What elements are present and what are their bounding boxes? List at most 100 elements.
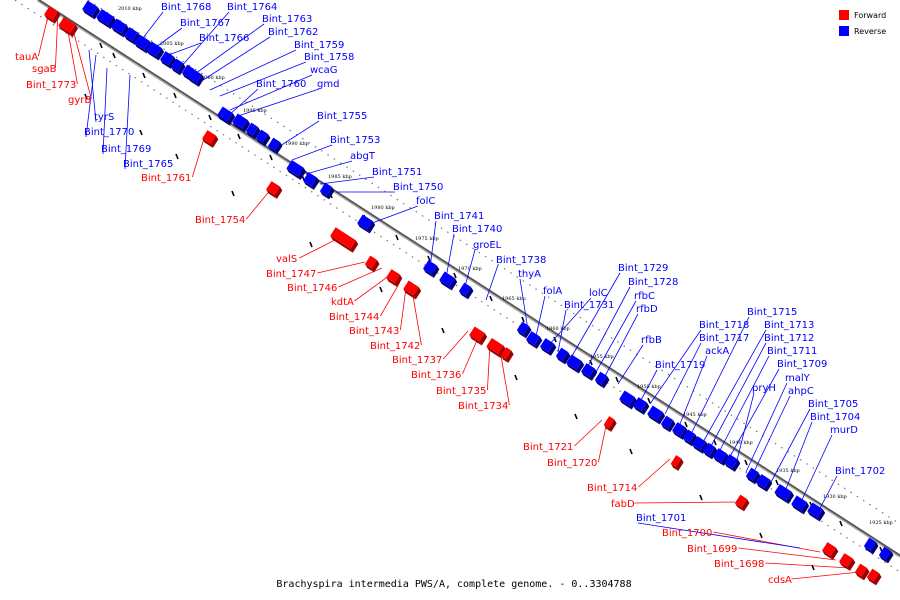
feature-face — [134, 34, 150, 50]
reverse-leader-line — [519, 278, 529, 331]
feature-side — [732, 459, 741, 472]
feature-bottom — [594, 380, 605, 389]
reverse-leader-line — [595, 300, 637, 373]
forward-gene-feature — [330, 227, 359, 253]
reverse-gene-label: Bint_1762 — [268, 27, 318, 38]
feature-face — [458, 282, 472, 296]
feature-face — [245, 122, 259, 136]
forward-gene-label: Bint_1736 — [411, 370, 461, 381]
feature-bottom — [839, 561, 850, 571]
forward-leader-line — [638, 458, 671, 488]
feature-bottom — [854, 572, 865, 581]
genome-backbone — [37, 0, 900, 558]
feature-side — [156, 48, 165, 61]
reverse-leader-line — [587, 286, 631, 367]
forward-gene-label: Bint_1761 — [141, 173, 191, 184]
feature-side — [741, 498, 750, 512]
reverse-gene-label: rfbB — [641, 335, 662, 346]
reverse-leader-line — [709, 342, 767, 449]
reverse-gene-label: Bint_1770 — [84, 127, 134, 138]
feature-side — [786, 491, 794, 504]
feature-bottom — [672, 430, 683, 440]
feature-face — [581, 363, 595, 377]
forward-gene-feature — [866, 568, 882, 586]
forward-gene-label: cdsA — [768, 575, 792, 586]
feature-face — [423, 260, 437, 274]
forward-gene-label: Bint_1720 — [547, 458, 597, 469]
backbone-line — [37, 0, 900, 558]
feature-bottom — [403, 288, 416, 300]
reverse-gene-label: Bint_1750 — [393, 182, 443, 193]
feature-side — [262, 133, 271, 147]
feature-face — [594, 371, 608, 385]
forward-leader-line — [246, 187, 273, 220]
gene-features — [44, 0, 894, 586]
feature-bottom — [581, 371, 592, 381]
reverse-gene-label: lolC — [589, 288, 608, 299]
feature-face — [555, 347, 569, 361]
tick-mark — [553, 336, 557, 343]
reverse-leader-line — [571, 272, 621, 357]
feature-face — [756, 474, 770, 488]
tick-mark — [237, 133, 241, 140]
feature-face — [807, 502, 823, 518]
feature-face — [202, 130, 216, 144]
reverse-gene-feature — [647, 405, 666, 425]
reverse-gene-label: Bint_1709 — [777, 359, 827, 370]
forward-leader-line — [380, 281, 401, 317]
reverse-gene-label: Bint_1755 — [317, 111, 367, 122]
tick-mark — [684, 421, 688, 428]
feature-side — [721, 453, 730, 466]
feature-bottom — [458, 291, 469, 300]
feature-bottom — [357, 222, 370, 234]
feature-face — [303, 172, 317, 186]
reverse-leader-line — [445, 233, 455, 279]
feature-side — [274, 141, 283, 155]
feature-side — [52, 11, 61, 24]
feature-bottom — [713, 456, 724, 466]
forward-gene-feature — [822, 542, 839, 560]
feature-side — [177, 62, 186, 76]
reverse-gene-label: folC — [416, 196, 435, 207]
forward-leader-line — [192, 134, 206, 178]
reverse-gene-feature — [526, 331, 543, 349]
feature-face — [82, 0, 98, 16]
feature-face — [469, 326, 485, 342]
tick-mark — [112, 52, 116, 59]
feature-bottom — [423, 268, 434, 278]
feature-side — [465, 286, 474, 300]
feature-bottom — [774, 492, 789, 504]
feature-side — [298, 167, 306, 180]
reverse-leader-line — [603, 313, 639, 379]
feature-bottom — [745, 476, 756, 485]
feature-bottom — [516, 330, 527, 339]
tick-label: 1965 kbp — [502, 296, 526, 302]
feature-face — [774, 484, 792, 500]
reverse-gene-label: Bint_1763 — [262, 14, 312, 25]
reverse-gene-feature — [791, 495, 810, 515]
feature-side — [861, 567, 870, 581]
feature-bottom — [217, 114, 230, 126]
reverse-gene-label: Bint_1715 — [747, 307, 797, 318]
feature-face — [647, 405, 663, 421]
reverse-gene-feature — [713, 448, 730, 466]
feature-bottom — [670, 463, 679, 471]
feature-face — [500, 347, 512, 359]
tick-mark — [395, 234, 399, 241]
feature-face — [863, 537, 877, 551]
feature-side — [70, 24, 78, 37]
reverse-leader-line — [679, 355, 708, 425]
tick-mark — [427, 255, 431, 262]
feature-face — [403, 280, 419, 296]
forward-gene-label: fabD — [611, 499, 635, 510]
feature-side — [311, 177, 320, 190]
feature-side — [371, 259, 380, 273]
reverse-gene-feature — [319, 182, 335, 200]
reverse-gene-label: ahpC — [788, 386, 814, 397]
tick-mark — [759, 532, 763, 539]
reverse-gene-label: Bint_1704 — [810, 412, 860, 423]
forward-gene-feature — [364, 255, 380, 273]
feature-side — [505, 350, 514, 363]
forward-gene-label: Bint_1700 — [662, 528, 712, 539]
feature-face — [364, 255, 378, 269]
